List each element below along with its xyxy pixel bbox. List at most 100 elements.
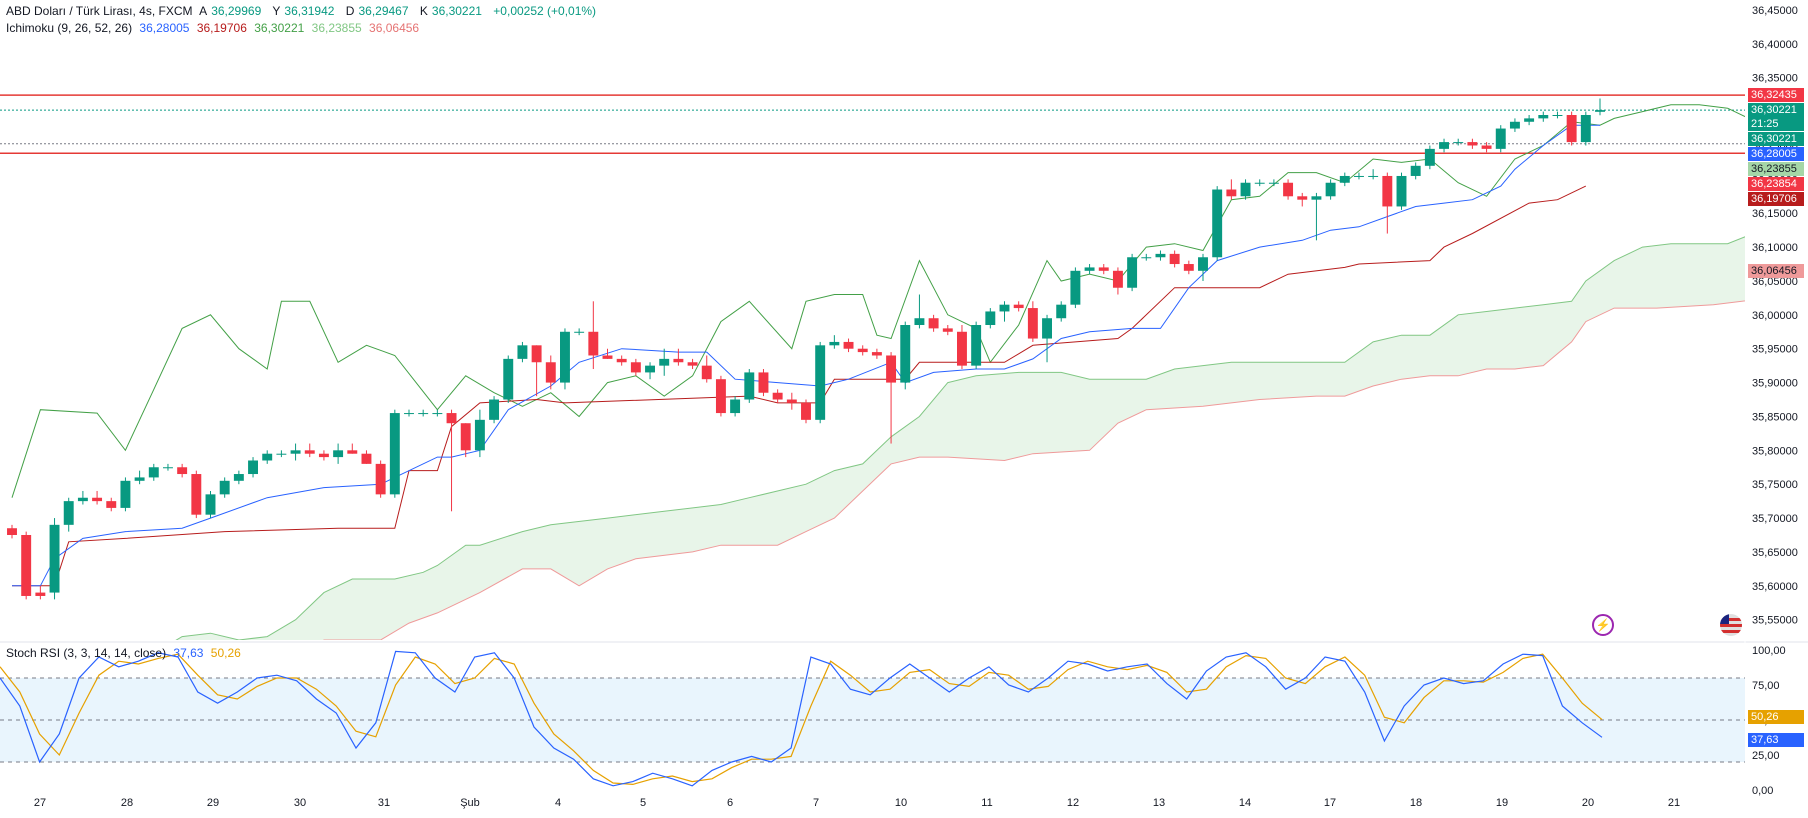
candle-body: [106, 501, 117, 508]
x-tick-label: 28: [121, 797, 133, 809]
candle-body: [163, 467, 173, 469]
candle-body: [829, 341, 840, 346]
price-badge: 36,23855: [1748, 162, 1804, 177]
candle-body: [673, 358, 684, 363]
x-tick-label: 31: [378, 797, 390, 809]
candle-body: [1354, 175, 1364, 177]
candle-body: [318, 453, 329, 458]
candle-body: [1042, 318, 1052, 339]
kijun-line: [12, 185, 1587, 587]
candle-body: [517, 345, 528, 359]
badge-countdown: 21:25: [1751, 118, 1779, 131]
candle-body: [1070, 270, 1081, 305]
candle-body: [77, 497, 88, 502]
candle-body: [1141, 257, 1152, 259]
stoch-title[interactable]: Stoch RSI (3, 3, 14, 14, close): [6, 646, 167, 660]
main-plot: [0, 94, 1745, 640]
candle-body: [871, 352, 882, 356]
high-value: 36,31942: [284, 4, 335, 18]
candle-body: [1027, 308, 1038, 339]
candle-body: [786, 399, 797, 403]
candle-body: [304, 450, 315, 454]
candle-body: [205, 494, 216, 515]
price-badge: 36,28005: [1748, 147, 1804, 162]
candle-body: [701, 365, 712, 380]
price-badge: 36,30221: [1748, 132, 1804, 147]
x-tick-label: 30: [294, 797, 306, 809]
candle-body: [1268, 182, 1279, 184]
symbol-title[interactable]: ABD Doları / Türk Lirası, 4s, FXCM: [6, 4, 193, 18]
candle-body: [191, 474, 202, 515]
candle-body: [545, 362, 556, 383]
x-tick-label: 4: [555, 797, 561, 809]
candle-body: [1056, 304, 1067, 319]
price-badge: 36,06456: [1748, 264, 1804, 279]
candle-body: [942, 328, 953, 332]
candle-body: [1595, 110, 1605, 112]
stoch-d-value: 50,26: [210, 646, 241, 660]
low-label: D: [345, 4, 355, 18]
y-tick-label: 35,95000: [1752, 344, 1798, 356]
candle-body: [659, 358, 670, 366]
stoch-tick-label: 0,00: [1752, 785, 1773, 797]
ichimoku-cloud: [176, 236, 1745, 640]
candle-body: [928, 318, 939, 329]
candle-body: [503, 358, 514, 400]
candle-body: [1509, 121, 1520, 129]
x-tick-label: 6: [727, 797, 733, 809]
x-tick-label: 19: [1496, 797, 1508, 809]
candle-body: [1424, 148, 1435, 166]
x-tick-label: 14: [1239, 797, 1251, 809]
candle-body: [489, 399, 500, 420]
candle-body: [1467, 142, 1478, 146]
x-tick-label: 12: [1067, 797, 1079, 809]
candle-body: [730, 399, 741, 414]
candle-body: [120, 480, 131, 508]
ichimoku-legend: Ichimoku (9, 26, 52, 26) 36,28005 36,197…: [6, 21, 423, 35]
stoch-d-line: [0, 653, 1603, 786]
y-tick-label: 36,15000: [1752, 208, 1798, 220]
candle-body: [389, 413, 400, 495]
chikou-value: 36,30221: [254, 21, 305, 35]
x-tick-label: 21: [1668, 797, 1680, 809]
candle-body: [1382, 175, 1393, 207]
candle-body: [616, 358, 627, 363]
candle-body: [1339, 175, 1350, 183]
candle-body: [843, 341, 854, 349]
stoch-tick-label: 75,00: [1752, 680, 1780, 692]
candle-body: [49, 524, 60, 593]
candle-body: [35, 592, 46, 596]
candle-body: [262, 453, 273, 461]
x-tick-label: Şub: [460, 797, 480, 809]
candle-body: [460, 423, 471, 451]
y-tick-label: 35,70000: [1752, 513, 1798, 525]
y-tick-label: 35,90000: [1752, 378, 1798, 390]
span-b-value: 36,06456: [369, 21, 420, 35]
candle-body: [1112, 270, 1123, 288]
candle-body: [1325, 182, 1336, 197]
candle-body: [857, 348, 868, 353]
candle-body: [914, 318, 925, 325]
span-a-line: [175, 236, 1745, 640]
candle-body: [744, 372, 755, 400]
candle-body: [1552, 115, 1563, 116]
flag-icon[interactable]: [1720, 614, 1742, 636]
symbol-legend: ABD Doları / Türk Lirası, 4s, FXCM A 36,2…: [6, 4, 600, 18]
stoch-tick-label: 100,00: [1752, 645, 1786, 657]
lightning-icon[interactable]: ⚡: [1592, 614, 1614, 636]
ichimoku-title[interactable]: Ichimoku (9, 26, 52, 26): [6, 21, 133, 35]
x-tick-label: 18: [1410, 797, 1422, 809]
candle-body: [1297, 196, 1308, 200]
candle-body: [361, 453, 372, 464]
low-value: 36,29467: [358, 4, 409, 18]
candle-body: [248, 460, 258, 475]
y-tick-label: 36,10000: [1752, 242, 1798, 254]
candle-body: [1283, 182, 1294, 197]
candle-body: [1198, 257, 1208, 271]
candle-body: [1410, 165, 1421, 176]
candle-body: [900, 325, 911, 383]
x-tick-label: 29: [207, 797, 219, 809]
x-tick-label: 10: [895, 797, 907, 809]
candle-body: [21, 535, 32, 596]
